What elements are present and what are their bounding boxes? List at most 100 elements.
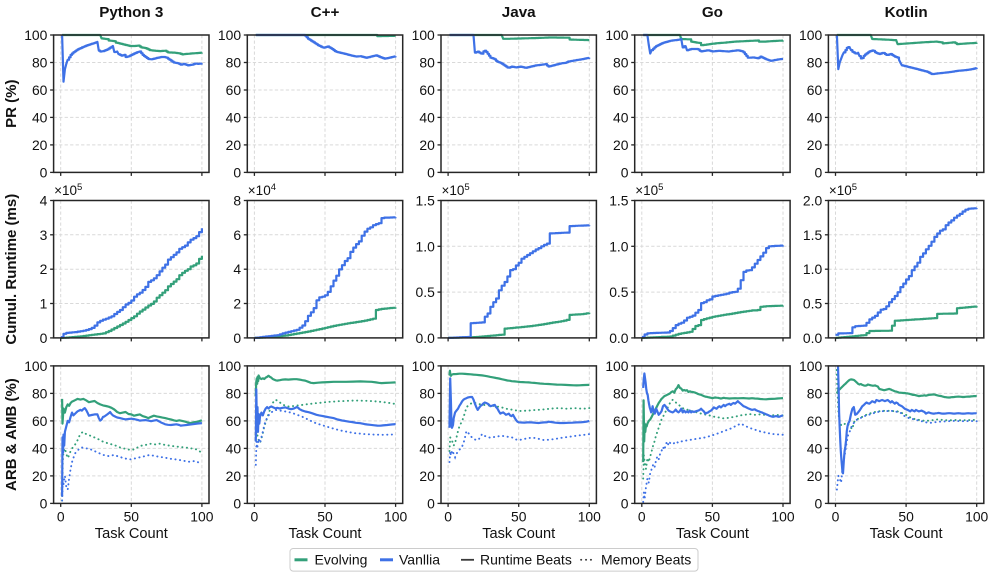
svg-text:40: 40 xyxy=(807,109,823,125)
svg-text:80: 80 xyxy=(419,55,435,71)
svg-text:Python 3: Python 3 xyxy=(99,4,163,21)
svg-text:80: 80 xyxy=(226,385,242,401)
svg-text:Go: Go xyxy=(702,4,723,21)
svg-text:100: 100 xyxy=(771,508,794,524)
svg-text:60: 60 xyxy=(807,82,823,98)
svg-text:40: 40 xyxy=(613,440,629,456)
svg-text:2.0: 2.0 xyxy=(803,193,823,209)
svg-text:20: 20 xyxy=(807,137,823,153)
svg-text:40: 40 xyxy=(226,440,242,456)
svg-text:60: 60 xyxy=(226,82,242,98)
svg-text:20: 20 xyxy=(419,137,435,153)
svg-text:40: 40 xyxy=(419,109,435,125)
svg-text:100: 100 xyxy=(799,358,822,374)
svg-text:40: 40 xyxy=(32,440,48,456)
svg-text:20: 20 xyxy=(613,468,629,484)
svg-text:0.0: 0.0 xyxy=(609,330,629,346)
svg-text:1.0: 1.0 xyxy=(609,238,629,254)
svg-text:40: 40 xyxy=(32,109,48,125)
svg-text:0: 0 xyxy=(444,508,452,524)
svg-text:100: 100 xyxy=(24,27,47,43)
svg-text:100: 100 xyxy=(412,27,435,43)
svg-text:60: 60 xyxy=(613,413,629,429)
svg-text:2: 2 xyxy=(233,296,241,312)
svg-text:1.0: 1.0 xyxy=(803,261,823,277)
svg-text:60: 60 xyxy=(226,413,242,429)
svg-text:60: 60 xyxy=(32,413,48,429)
svg-text:×105: ×105 xyxy=(635,182,663,198)
svg-text:6: 6 xyxy=(233,227,241,243)
svg-text:1: 1 xyxy=(40,296,48,312)
svg-text:Task Count: Task Count xyxy=(870,526,943,542)
svg-text:0.0: 0.0 xyxy=(415,330,435,346)
svg-text:0: 0 xyxy=(40,164,48,180)
svg-text:60: 60 xyxy=(419,82,435,98)
svg-text:×105: ×105 xyxy=(442,182,470,198)
svg-text:20: 20 xyxy=(226,468,242,484)
svg-text:ARB & AMB (%): ARB & AMB (%) xyxy=(3,378,20,491)
svg-text:×105: ×105 xyxy=(54,182,82,198)
svg-text:60: 60 xyxy=(419,413,435,429)
svg-text:1.5: 1.5 xyxy=(609,193,629,209)
svg-text:2: 2 xyxy=(40,261,48,277)
svg-text:80: 80 xyxy=(807,55,823,71)
svg-text:80: 80 xyxy=(32,385,48,401)
svg-text:×104: ×104 xyxy=(248,182,276,198)
svg-text:Java: Java xyxy=(502,4,536,21)
svg-text:40: 40 xyxy=(613,109,629,125)
svg-text:40: 40 xyxy=(419,440,435,456)
svg-text:80: 80 xyxy=(226,55,242,71)
svg-text:40: 40 xyxy=(226,109,242,125)
svg-text:Task Count: Task Count xyxy=(288,526,361,542)
svg-text:0: 0 xyxy=(427,495,435,511)
svg-text:0: 0 xyxy=(233,495,241,511)
svg-text:100: 100 xyxy=(384,508,407,524)
svg-text:Memory Beats: Memory Beats xyxy=(601,552,691,568)
svg-text:100: 100 xyxy=(218,27,241,43)
svg-text:80: 80 xyxy=(613,55,629,71)
svg-text:100: 100 xyxy=(605,27,628,43)
svg-text:Task Count: Task Count xyxy=(482,526,555,542)
svg-text:100: 100 xyxy=(605,358,628,374)
svg-text:60: 60 xyxy=(807,413,823,429)
svg-text:100: 100 xyxy=(190,508,213,524)
svg-text:50: 50 xyxy=(511,508,527,524)
svg-text:60: 60 xyxy=(613,82,629,98)
svg-text:0: 0 xyxy=(638,508,646,524)
svg-text:0: 0 xyxy=(427,164,435,180)
svg-text:0: 0 xyxy=(233,164,241,180)
svg-text:1.5: 1.5 xyxy=(415,193,435,209)
svg-text:4: 4 xyxy=(40,193,48,209)
svg-text:20: 20 xyxy=(226,137,242,153)
svg-text:Cumul. Runtime (ms): Cumul. Runtime (ms) xyxy=(3,194,20,345)
svg-text:1.5: 1.5 xyxy=(803,227,823,243)
svg-text:20: 20 xyxy=(32,468,48,484)
svg-text:50: 50 xyxy=(124,508,140,524)
svg-text:0: 0 xyxy=(40,495,48,511)
svg-text:100: 100 xyxy=(965,508,988,524)
svg-text:50: 50 xyxy=(705,508,721,524)
svg-text:0: 0 xyxy=(251,508,259,524)
svg-text:1.0: 1.0 xyxy=(415,238,435,254)
svg-text:0: 0 xyxy=(57,508,65,524)
svg-text:0: 0 xyxy=(621,164,629,180)
svg-text:80: 80 xyxy=(32,55,48,71)
svg-text:100: 100 xyxy=(799,27,822,43)
svg-text:Task Count: Task Count xyxy=(95,526,168,542)
svg-text:40: 40 xyxy=(807,440,823,456)
svg-text:60: 60 xyxy=(32,82,48,98)
svg-text:3: 3 xyxy=(40,227,48,243)
svg-text:Evolving: Evolving xyxy=(315,552,368,568)
svg-text:0.5: 0.5 xyxy=(803,296,823,312)
svg-text:80: 80 xyxy=(419,385,435,401)
svg-text:20: 20 xyxy=(613,137,629,153)
svg-text:0: 0 xyxy=(814,164,822,180)
svg-text:0: 0 xyxy=(40,330,48,346)
svg-text:100: 100 xyxy=(24,358,47,374)
svg-text:50: 50 xyxy=(898,508,914,524)
svg-text:×105: ×105 xyxy=(829,182,857,198)
svg-text:100: 100 xyxy=(412,358,435,374)
svg-text:20: 20 xyxy=(419,468,435,484)
svg-text:Kotlin: Kotlin xyxy=(885,4,928,21)
svg-text:20: 20 xyxy=(32,137,48,153)
